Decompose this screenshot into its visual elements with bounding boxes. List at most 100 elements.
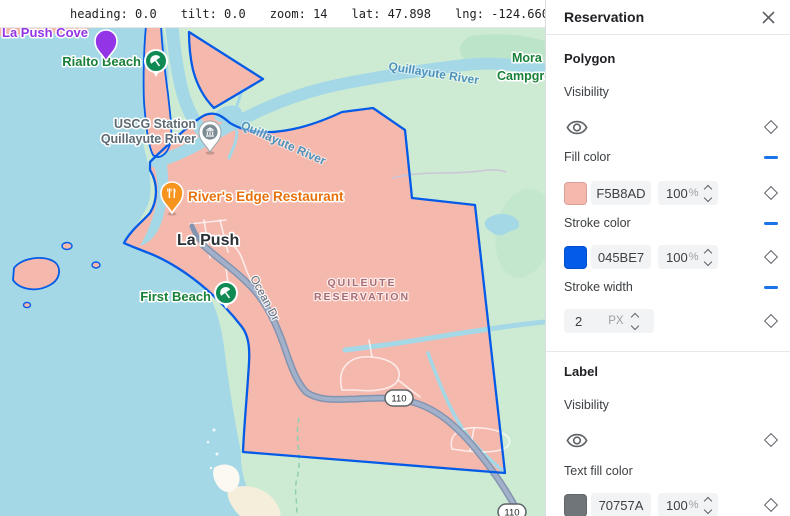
rialto-beach-label: Rialto Beach bbox=[62, 54, 141, 69]
shore-foam bbox=[206, 428, 219, 470]
keyframe-diamond-icon[interactable] bbox=[763, 313, 779, 329]
mora-label-line1: Mora bbox=[512, 51, 543, 65]
polygon-visibility-label: Visibility bbox=[564, 85, 609, 99]
rivers-edge-label: River's Edge Restaurant bbox=[188, 189, 344, 204]
government-building-icon bbox=[206, 127, 214, 137]
first-beach-label: First Beach bbox=[140, 289, 211, 304]
stepper-arrows[interactable] bbox=[630, 312, 640, 330]
la-push-cove-label: La Push Cove bbox=[2, 28, 88, 40]
uscg-label-line2: Quillayute River bbox=[101, 132, 196, 146]
keyframe-diamond-icon[interactable] bbox=[763, 432, 779, 448]
chevron-up-icon bbox=[703, 496, 713, 505]
text-fill-color-swatch[interactable] bbox=[564, 493, 587, 516]
fill-opacity-stepper[interactable]: 100 % bbox=[658, 181, 718, 205]
status-tilt: tilt: 0.0 bbox=[180, 6, 246, 21]
keyframe-diamond-icon[interactable] bbox=[763, 497, 779, 513]
polygon-stroke bbox=[12, 28, 507, 475]
text-fill-opacity-stepper[interactable]: 100 % bbox=[658, 493, 718, 516]
label-section-title: Label bbox=[564, 364, 598, 379]
pond bbox=[484, 213, 520, 236]
shore-sliver bbox=[0, 28, 92, 36]
label-visibility-label: Visibility bbox=[564, 398, 609, 412]
keyframe-diamond-icon[interactable] bbox=[763, 249, 779, 265]
route-badge-110: 110 bbox=[497, 503, 527, 516]
close-button[interactable] bbox=[757, 6, 780, 29]
chevron-down-icon bbox=[703, 257, 713, 266]
status-zoom: zoom: 14 bbox=[269, 6, 328, 21]
rivers-edge-pin[interactable] bbox=[160, 181, 184, 216]
status-heading: heading: 0.0 bbox=[70, 6, 157, 21]
islet bbox=[92, 262, 100, 268]
beach-sand-light bbox=[213, 464, 240, 493]
rural-road bbox=[391, 169, 507, 179]
route-badge-110: 110 bbox=[384, 389, 414, 407]
chevron-up-icon bbox=[630, 312, 639, 321]
inlet bbox=[214, 105, 242, 123]
stroke-opacity-stepper[interactable]: 100 % bbox=[658, 245, 718, 269]
uscg-station-pin[interactable] bbox=[198, 120, 222, 155]
stroke-width-stepper[interactable]: 2 PX bbox=[564, 309, 654, 333]
eye-icon bbox=[566, 433, 588, 447]
stroke-color-label-row: Stroke color bbox=[564, 216, 780, 230]
map-canvas[interactable]: 110 110 La Push Cove Rialto Beach USCG S… bbox=[0, 28, 545, 516]
section-divider bbox=[546, 351, 790, 352]
route-badge-label: 110 bbox=[391, 394, 406, 405]
forest-patch bbox=[460, 34, 545, 68]
restaurant-icon bbox=[167, 188, 176, 198]
polygon-section-title: Polygon bbox=[564, 51, 616, 66]
text-fill-label-row: Text fill color bbox=[564, 464, 633, 478]
label-visibility-row bbox=[564, 430, 780, 450]
stroke-hex-input[interactable]: 045BE7 bbox=[591, 245, 651, 269]
rialto-beach-marker[interactable] bbox=[144, 49, 168, 77]
keyframe-diamond-icon[interactable] bbox=[763, 185, 779, 201]
chevron-up-icon bbox=[703, 248, 713, 257]
panel-header: Reservation bbox=[546, 0, 790, 35]
visibility-toggle[interactable] bbox=[564, 119, 588, 136]
text-fill-hex-input[interactable]: 70757A bbox=[591, 493, 651, 516]
reservation-panel: Reservation Polygon Visibility bbox=[545, 0, 790, 516]
la-push-label: La Push bbox=[177, 232, 239, 249]
chevron-down-icon bbox=[630, 321, 639, 330]
harbor-water bbox=[140, 160, 169, 246]
fill-color-label-row: Fill color bbox=[564, 150, 780, 164]
reservation-island[interactable] bbox=[13, 257, 60, 290]
forest-patch bbox=[495, 188, 545, 278]
remove-icon[interactable] bbox=[764, 155, 778, 159]
stepper-arrows[interactable] bbox=[703, 184, 713, 202]
beach-sand bbox=[227, 486, 281, 516]
status-lat: lat: 47.898 bbox=[351, 6, 432, 21]
river-southeast bbox=[342, 319, 545, 353]
stream-southeast bbox=[426, 351, 504, 472]
remove-icon[interactable] bbox=[764, 221, 778, 225]
fill-color-swatch[interactable] bbox=[564, 181, 587, 205]
islet bbox=[62, 242, 72, 250]
beach-icon bbox=[220, 287, 231, 299]
stroke-color-swatch[interactable] bbox=[564, 245, 587, 269]
stroke-width-row: 2 PX bbox=[564, 309, 780, 333]
route-badge-label: 110 bbox=[504, 508, 519, 516]
quileute-label-line2: RESERVATION bbox=[314, 291, 410, 303]
map-status-bar: heading: 0.0 tilt: 0.0 zoom: 14 lat: 47.… bbox=[0, 0, 549, 28]
quileute-label-line1: QUILEUTE bbox=[327, 277, 396, 289]
first-beach-marker[interactable] bbox=[214, 281, 238, 309]
stroke-color-row: 045BE7 100 % bbox=[564, 245, 780, 269]
fill-hex-input[interactable]: F5B8AD bbox=[591, 181, 651, 205]
remove-icon[interactable] bbox=[764, 285, 778, 289]
chevron-up-icon bbox=[703, 184, 713, 193]
visibility-toggle[interactable] bbox=[564, 432, 588, 449]
islet bbox=[23, 302, 31, 308]
chevron-down-icon bbox=[703, 193, 713, 202]
keyframe-diamond-icon[interactable] bbox=[763, 119, 779, 135]
polygon-visibility-row bbox=[564, 117, 780, 137]
stepper-arrows[interactable] bbox=[703, 496, 713, 514]
stepper-arrows[interactable] bbox=[703, 248, 713, 266]
trail bbox=[294, 417, 300, 516]
status-lng: lng: -124.660 bbox=[455, 6, 549, 21]
reservation-polygon[interactable] bbox=[124, 108, 505, 473]
chevron-down-icon bbox=[703, 505, 713, 514]
la-push-cove-pin[interactable] bbox=[94, 29, 118, 63]
highway-110 bbox=[189, 223, 524, 516]
stroke-width-label-row: Stroke width bbox=[564, 280, 780, 294]
text-fill-color-row: 70757A 100 % bbox=[564, 493, 780, 516]
